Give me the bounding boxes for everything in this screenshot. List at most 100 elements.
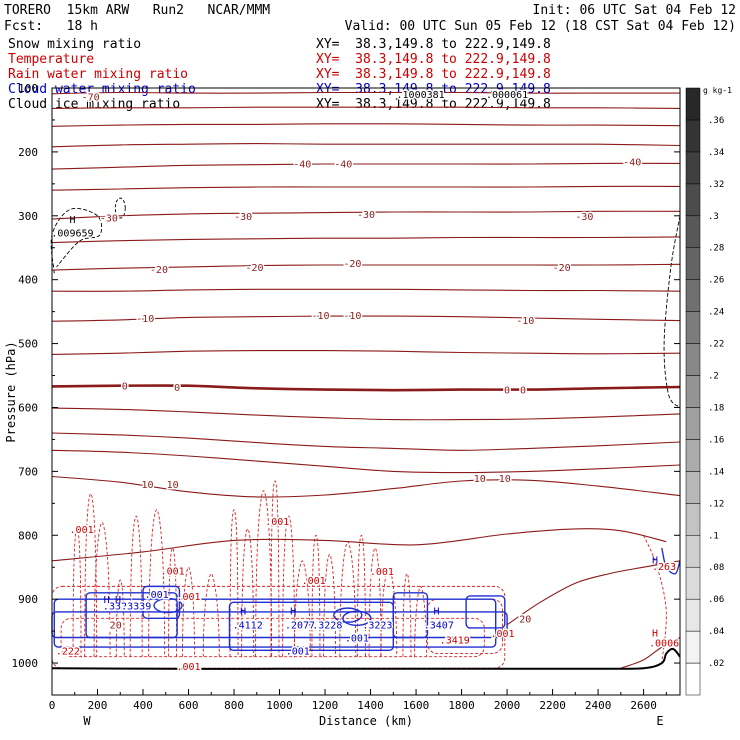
cloud-water-label-4: .3228 (312, 621, 342, 632)
temperature-label-21: 10 (167, 480, 179, 491)
colorbar-bin-16 (685, 151, 701, 185)
cloud-ice-contours (50, 197, 681, 408)
rain-water-contour-1 (84, 493, 98, 657)
temperature-label-20: 10 (142, 480, 154, 491)
legend-snow-label: Snow mixing ratio (8, 37, 142, 52)
rain-water-contour-2 (93, 522, 111, 657)
colorbar-bin-18 (685, 87, 701, 121)
temperature-contour-9 (51, 288, 681, 292)
cloud-water-label-1: .3339 (121, 602, 151, 613)
h-marker-6: H (652, 556, 658, 567)
temperature-label-16: 0 (122, 382, 128, 393)
h-marker-2: H (115, 595, 121, 606)
colorbar-tick-label-14: .3 (708, 212, 719, 222)
colorbar-bin-5 (685, 503, 701, 536)
temperature-contour-0 (51, 91, 680, 95)
cloud-water-east-contour (661, 547, 681, 575)
colorbar-bin-6 (685, 471, 701, 504)
y-tick-label-800: 800 (18, 529, 38, 542)
colorbar-tick-label-13: .28 (708, 244, 724, 254)
temperature-contour-11 (51, 349, 681, 355)
x-tick-label-0: 0 (49, 699, 56, 712)
legend-rain-xy: XY= 38.3,149.8 to 222.9,149.8 (316, 67, 551, 82)
cloud-water-contour-3 (142, 585, 181, 620)
rain-water-label-5: .001 (176, 592, 200, 603)
legend-snow-xy: XY= 38.3,149.8 to 222.9,149.8 (316, 37, 551, 52)
x-tick-label-1400: 1400 (357, 699, 384, 712)
cloud-water-cell-0 (153, 597, 183, 614)
cloud-water-label-7: .001 (345, 633, 369, 644)
cloud-water-contour-1 (53, 598, 497, 648)
y-tick-label-1000: 1000 (12, 657, 39, 670)
rain-water-contour-22 (414, 585, 428, 657)
rain-water-contour-5 (148, 509, 166, 657)
colorbar-bin-2 (685, 598, 701, 632)
temperature-contour-14 (51, 432, 681, 451)
colorbar-tick-label-15: .32 (708, 180, 724, 190)
rain-water-label-2: .001 (265, 517, 289, 528)
cloud-ice-label-1: .1000381 (397, 90, 445, 101)
x-tick-label-2600: 2600 (630, 699, 657, 712)
colorbar-bin-0 (685, 662, 701, 696)
rain-water-contour-13 (282, 515, 296, 657)
colorbar-tick-label-10: .22 (708, 340, 724, 350)
axes: 0 200 400 600 800 1000 1200 1400 1600 1800 2000 220… (12, 82, 680, 712)
rain-water-label-6: .001 (490, 629, 514, 640)
temperature-label-7: -30 (575, 212, 593, 223)
forecast-hour: Fcst: 18 h (4, 19, 98, 34)
colorbar-tick-label-7: .16 (708, 435, 724, 445)
rain-water-label-11: .263 (652, 562, 676, 573)
colorbar-bin-10 (685, 343, 701, 376)
rain-water-contour-9 (229, 509, 239, 657)
temperature-label-0: -70 (82, 92, 100, 103)
plot-frame (51, 87, 681, 696)
cloud-water-label-2: .4112 (233, 621, 263, 632)
y-tick-label-600: 600 (18, 401, 38, 414)
x-tick-label-2000: 2000 (494, 699, 521, 712)
colorbar-tick-label-16: .34 (708, 148, 724, 158)
colorbar-tick-label-5: .12 (708, 499, 724, 509)
x-tick-label-600: 600 (179, 699, 199, 712)
west-endpoint-label: W (83, 714, 91, 728)
temperature-label-25: 20 (110, 621, 122, 632)
rain-water-contour-21 (402, 573, 412, 657)
rain-water-contour-4 (129, 515, 143, 657)
x-tick-label-400: 400 (133, 699, 153, 712)
colorbar-bin-14 (685, 215, 701, 248)
contour-labels: -70 -40 -40 -40 -30 -30 -30 -30 -20 -20 -20 -20 -10 -… (50, 88, 681, 674)
east-endpoint-label: E (656, 714, 663, 728)
rain-water-label-3: .001 (302, 576, 326, 587)
y-tick-label-900: 900 (18, 593, 38, 606)
temperature-label-14: -10 (343, 311, 361, 322)
cloud-water-label-9: .001 (145, 590, 169, 601)
rain-water-label-4: .001 (370, 567, 394, 578)
temperature-contour-5 (51, 185, 681, 191)
temperature-contour-13 (51, 407, 681, 421)
y-tick-label-500: 500 (18, 338, 38, 351)
temperature-label-12: -10 (136, 314, 154, 325)
rain-water-label-9: .3419 (440, 635, 470, 646)
cloud-water-label-8: .001 (286, 646, 310, 657)
colorbar-tick-label-11: .24 (708, 308, 724, 318)
h-marker-7: H (652, 628, 658, 639)
colorbar-bin-12 (685, 279, 701, 312)
temperature-label-3: -40 (623, 157, 641, 168)
temperature-label-15: -10 (516, 316, 534, 327)
temperature-label-10: -20 (343, 259, 361, 270)
temperature-label-13: -10 (311, 311, 329, 322)
temperature-contour-17 (51, 528, 667, 562)
h-marker-5: H (434, 607, 440, 618)
colorbar-bin-9 (685, 375, 701, 408)
h-marker-1: H (104, 595, 110, 606)
colorbar-bin-15 (685, 183, 701, 217)
temperature-label-6: -30 (357, 210, 375, 221)
rain-water-label-8: .222 (56, 646, 80, 657)
temperature-contour-2 (51, 123, 681, 127)
legend-rain-label: Rain water mixing ratio (8, 67, 189, 82)
temperature-label-11: -20 (553, 263, 571, 274)
rain-water-contour-6 (168, 547, 178, 657)
cloud-water-label-6: .3407 (424, 621, 454, 632)
rain-water-contour-16 (323, 553, 337, 657)
colorbar-tick-label-17: .36 (708, 116, 724, 126)
